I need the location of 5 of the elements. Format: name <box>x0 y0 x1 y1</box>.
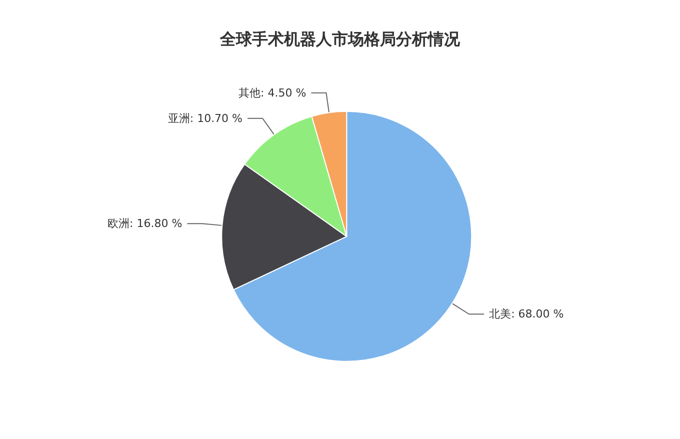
slice-label: 亚洲: 10.70 % <box>168 112 243 125</box>
chart-title: 全球手术机器人市场格局分析情况 <box>219 30 461 48</box>
slice-label: 北美: 68.00 % <box>489 308 564 321</box>
slice-label: 其他: 4.50 % <box>238 86 306 100</box>
slice-label: 欧洲: 16.80 % <box>108 217 182 230</box>
